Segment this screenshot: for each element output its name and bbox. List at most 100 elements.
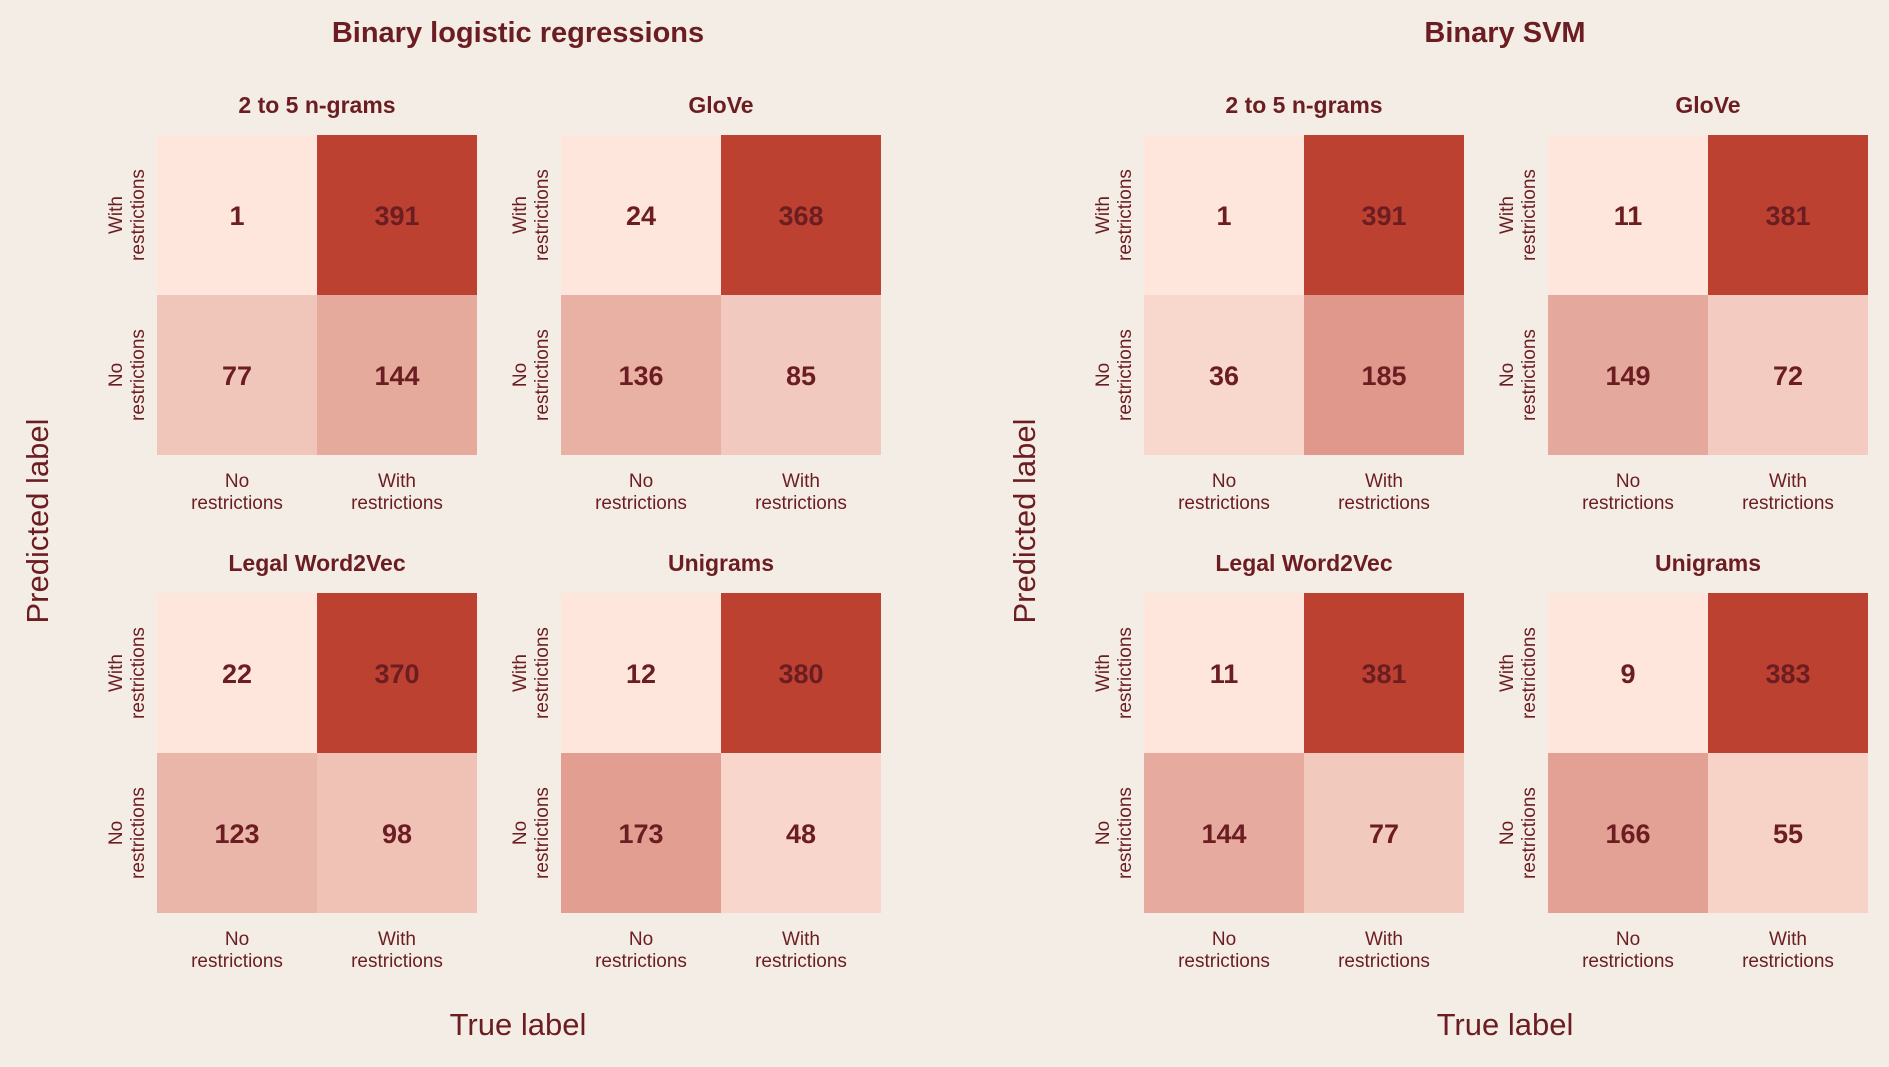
x-tick-label: No restrictions — [191, 929, 283, 972]
y-tick-label: Withrestrictions — [106, 169, 149, 261]
y-tick-label: Norestrictions — [1093, 329, 1136, 421]
y-tick-label: Norestrictions — [106, 329, 149, 421]
x-tick-label: With restrictions — [755, 471, 847, 514]
x-tick-label-line: With — [782, 929, 820, 950]
heatmap-cell — [1144, 753, 1304, 913]
panel-title: 2 to 5 n-grams — [238, 92, 395, 118]
x-tick-label-line: restrictions — [351, 493, 443, 514]
cell-value-label: 381 — [1765, 201, 1810, 231]
x-tick-label-line: restrictions — [191, 951, 283, 972]
x-tick-label-line: With — [378, 929, 416, 950]
panel-title: Unigrams — [668, 550, 774, 576]
x-tick-label-line: restrictions — [1338, 951, 1430, 972]
cell-value-label: 98 — [382, 819, 412, 849]
x-tick-label-line: restrictions — [351, 951, 443, 972]
y-tick-label-line: With — [510, 654, 531, 692]
cell-value-label: 24 — [626, 201, 656, 231]
y-tick-label: Norestrictions — [1497, 329, 1540, 421]
y-tick-label: Withrestrictions — [1093, 627, 1136, 719]
x-tick-label-line: restrictions — [1338, 493, 1430, 514]
cell-value-label: 36 — [1209, 361, 1239, 391]
x-tick-label-line: restrictions — [1742, 951, 1834, 972]
heatmap-cell — [1304, 593, 1464, 753]
y-tick-label: Withrestrictions — [1093, 169, 1136, 261]
chart-group-0: Binary logistic regressions True label Pre… — [20, 17, 881, 1042]
heatmap-cell — [157, 135, 317, 295]
heatmap-cell — [1144, 593, 1304, 753]
x-tick-label-line: restrictions — [1178, 493, 1270, 514]
y-tick-label: Norestrictions — [1093, 787, 1136, 879]
x-tick-label-line: restrictions — [595, 951, 687, 972]
y-tick-label-line: No — [1093, 821, 1114, 845]
x-tick-label-line: With — [1769, 929, 1807, 950]
cell-value-label: 391 — [374, 201, 419, 231]
cell-value-label: 85 — [786, 361, 816, 391]
x-tick-label: No restrictions — [595, 471, 687, 514]
x-tick-label-line: restrictions — [1582, 493, 1674, 514]
heatmap-cell — [157, 753, 317, 913]
cell-value-label: 77 — [1369, 819, 1399, 849]
y-tick-label-line: restrictions — [1519, 329, 1540, 421]
x-tick-label-line: With — [1365, 471, 1403, 492]
cell-value-label: 368 — [778, 201, 823, 231]
heatmap-cell — [1304, 135, 1464, 295]
cell-value-label: 185 — [1361, 361, 1406, 391]
heatmap-cell — [721, 753, 881, 913]
x-tick-label-line: restrictions — [595, 493, 687, 514]
y-tick-label: Withrestrictions — [106, 627, 149, 719]
x-tick-label-line: restrictions — [191, 493, 283, 514]
cell-value-label: 55 — [1773, 819, 1803, 849]
x-tick-label-line: With — [1365, 929, 1403, 950]
y-tick-label-line: restrictions — [1519, 627, 1540, 719]
cell-value-label: 11 — [1210, 659, 1239, 689]
x-tick-label: No restrictions — [1582, 471, 1674, 514]
x-tick-label: With restrictions — [351, 471, 443, 514]
x-tick-label: With restrictions — [1338, 929, 1430, 972]
x-axis-label: True label — [450, 1007, 587, 1042]
x-tick-label-line: No — [225, 929, 249, 950]
heatmap-cell — [561, 593, 721, 753]
y-tick-label-line: restrictions — [1519, 169, 1540, 261]
y-tick-label-line: restrictions — [1115, 329, 1136, 421]
cell-value-label: 370 — [374, 659, 419, 689]
panel-title: GloVe — [688, 92, 753, 118]
y-tick-label-line: restrictions — [1115, 169, 1136, 261]
y-tick-label-line: restrictions — [128, 329, 149, 421]
y-tick-label-line: With — [1497, 196, 1518, 234]
cell-value-label: 123 — [214, 819, 259, 849]
cell-value-label: 12 — [626, 659, 656, 689]
heatmap-cell — [317, 135, 477, 295]
cell-value-label: 391 — [1361, 201, 1406, 231]
y-tick-label-line: With — [510, 196, 531, 234]
y-tick-label-line: No — [510, 821, 531, 845]
x-tick-label: No restrictions — [191, 471, 283, 514]
y-tick-label: Norestrictions — [1497, 787, 1540, 879]
heatmap-cell — [721, 135, 881, 295]
x-tick-label-line: restrictions — [1742, 493, 1834, 514]
cell-value-label: 383 — [1765, 659, 1810, 689]
heatmap-cell — [317, 593, 477, 753]
x-tick-label-line: No — [1212, 929, 1236, 950]
x-tick-label: With restrictions — [755, 929, 847, 972]
heatmap-cell — [721, 295, 881, 455]
cell-value-label: 1 — [229, 201, 244, 231]
y-tick-label: Withrestrictions — [1497, 627, 1540, 719]
heatmap-cell — [317, 295, 477, 455]
cell-value-label: 166 — [1605, 819, 1650, 849]
y-tick-label-line: restrictions — [1115, 627, 1136, 719]
y-tick-label-line: restrictions — [532, 787, 553, 879]
heatmap-cell — [1144, 295, 1304, 455]
y-tick-label: Norestrictions — [510, 787, 553, 879]
heatmap-cell — [1304, 295, 1464, 455]
cell-value-label: 173 — [618, 819, 663, 849]
y-tick-label-line: restrictions — [532, 329, 553, 421]
x-tick-label-line: restrictions — [755, 493, 847, 514]
heatmap-cell — [1708, 593, 1868, 753]
cell-value-label: 77 — [222, 361, 252, 391]
x-tick-label: No restrictions — [1178, 929, 1270, 972]
y-tick-label-line: restrictions — [128, 169, 149, 261]
group-title: Binary logistic regressions — [332, 17, 704, 49]
cell-value-label: 144 — [374, 361, 419, 391]
